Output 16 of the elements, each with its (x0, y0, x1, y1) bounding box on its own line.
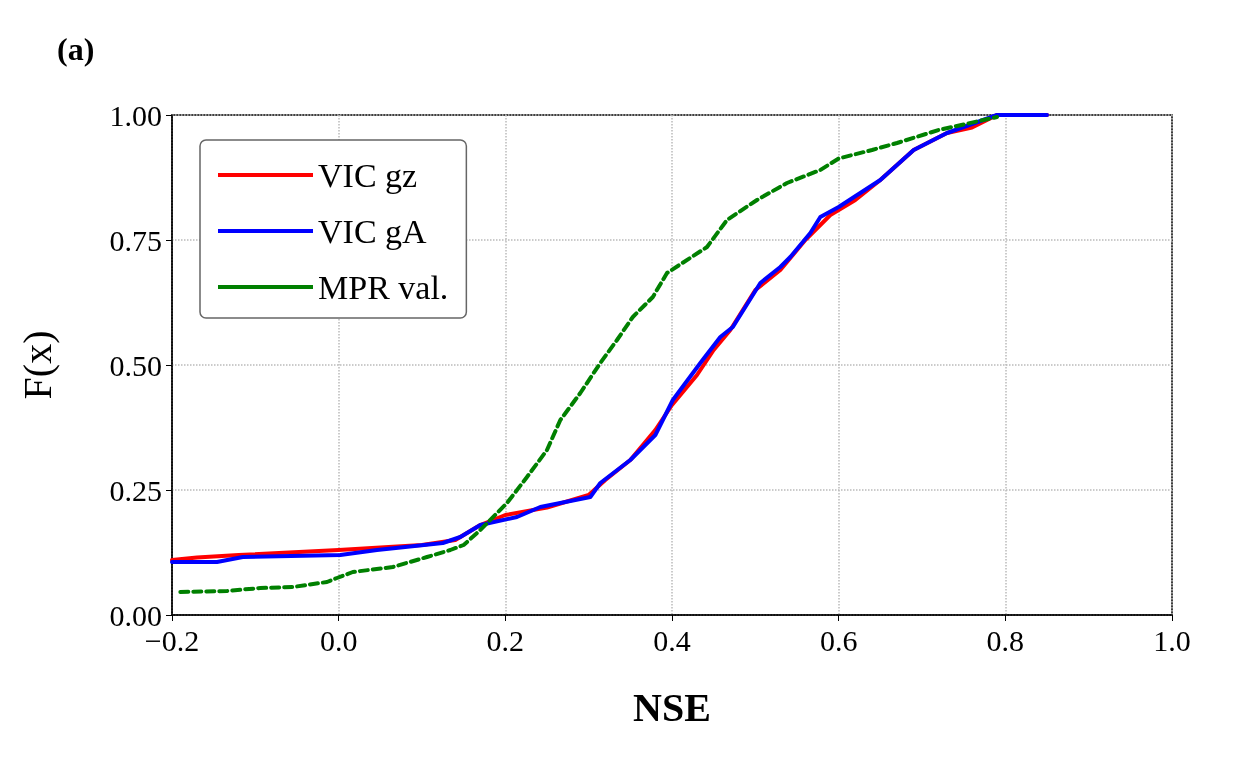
y-tick-label: 0.50 (109, 348, 162, 382)
legend-label: MPR val. (318, 268, 449, 306)
y-tick-label: 0.75 (109, 223, 162, 257)
x-tick-label: 0.0 (319, 623, 358, 657)
y-tick-label: 0.25 (109, 473, 162, 507)
x-tick-label: 0.4 (653, 623, 691, 657)
x-tick-label: 1.0 (1153, 623, 1191, 657)
x-tick-label: 0.8 (986, 623, 1025, 657)
y-tick-label: 1.00 (109, 98, 162, 132)
x-tick-label: 0.6 (819, 623, 858, 657)
y-axis-title: F(x) (14, 330, 60, 400)
legend-label: VIC gA (318, 212, 428, 250)
legend-label: VIC gz (318, 156, 418, 194)
x-tick-label: 0.2 (486, 623, 525, 657)
x-axis-title: NSE (633, 684, 711, 730)
chart-title: (a) (57, 31, 95, 67)
